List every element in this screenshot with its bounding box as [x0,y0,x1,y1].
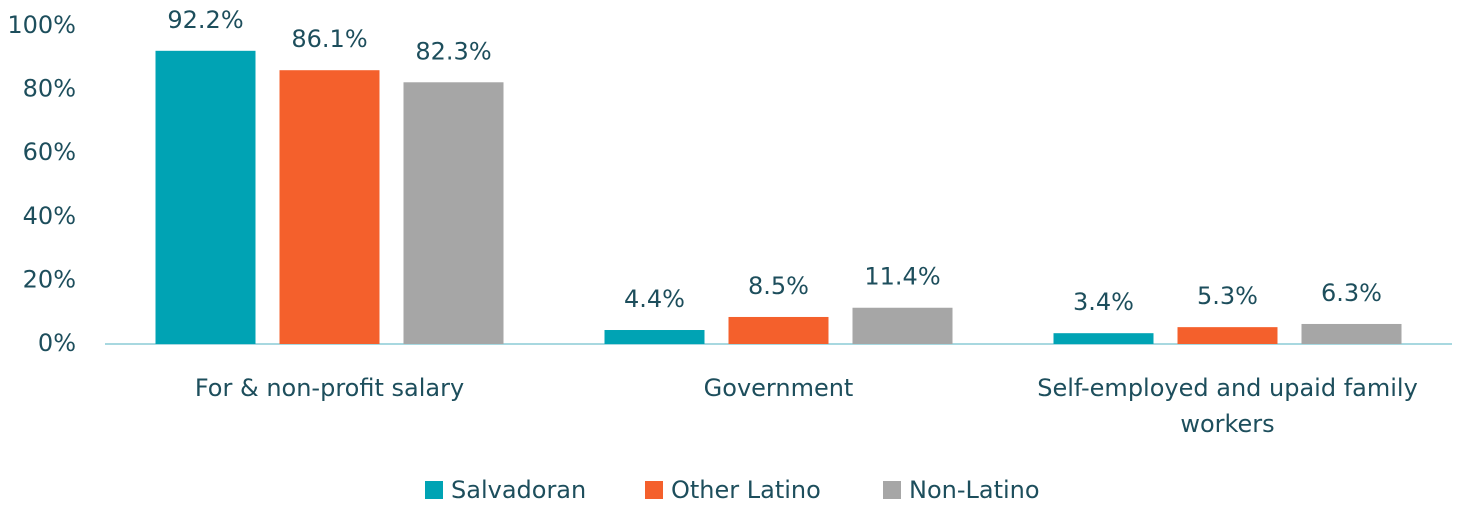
bar [1053,333,1154,344]
bar [279,70,380,345]
legend-swatch [883,481,901,499]
bar [728,316,829,344]
y-tick-label: 40% [23,202,76,230]
value-label: 8.5% [748,272,809,300]
value-label: 3.4% [1073,288,1134,316]
legend-label: Non-Latino [909,476,1040,504]
value-label: 86.1% [291,25,367,53]
value-label: 82.3% [415,37,491,65]
legend-label: Salvadoran [451,476,586,504]
x-tick-label: Self-employed and upaid family workers [1037,374,1418,438]
bar [155,50,256,344]
bar [604,330,705,344]
y-tick-label: 80% [23,75,76,103]
legend-label: Other Latino [671,476,821,504]
x-tick-label: Government [703,374,854,402]
legend-swatch [645,481,663,499]
x-tick-label: For & non-profit salary [194,374,465,402]
bar [1301,323,1402,344]
legend-swatch [425,481,443,499]
y-tick-label: 20% [23,265,76,293]
value-label: 4.4% [624,285,685,313]
value-label: 5.3% [1197,282,1258,310]
y-tick-label: 100% [7,11,76,39]
y-tick-label: 60% [23,138,76,166]
bar [852,307,953,344]
y-tick-label: 0% [38,329,76,357]
bar [403,82,504,344]
value-label: 11.4% [864,263,940,291]
value-label: 92.2% [167,6,243,34]
bar [1177,327,1278,344]
value-label: 6.3% [1321,279,1382,307]
